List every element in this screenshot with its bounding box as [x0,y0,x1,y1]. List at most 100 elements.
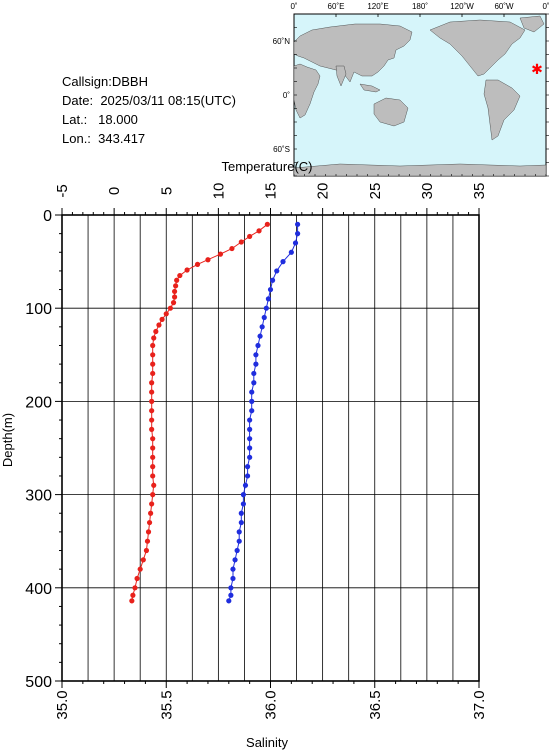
temperature-axis: -5 0 5 10 15 20 25 30 35 [54,183,488,215]
salinity-data-point [228,585,234,591]
salinity-data-point [236,529,242,535]
temperature-data-point [171,288,178,295]
map-top-tick-label: 180˚ [412,2,428,11]
temperature-tick-label: 10 [210,183,227,200]
temperature-data-point [145,529,152,535]
salinity-data-point [238,510,244,516]
salinity-data-point [253,352,259,358]
temperature-data-point [149,408,155,414]
land-indonesia [359,83,381,93]
callsign-line: Callsign:DBBH [62,72,236,91]
temperature-data-point [150,370,156,377]
salinity-data-point [265,296,272,302]
depth-axis-label: Depth(m) [0,413,15,467]
salinity-data-point [238,519,244,526]
series-layer [129,221,301,604]
temperature-data-point [150,492,156,498]
chart-grid [61,214,480,682]
depth-axis: 0 100 200 300 400 500 [25,208,62,691]
temperature-data-point [150,445,156,451]
salinity-data-point [257,333,263,339]
temperature-data-point [194,261,201,267]
temperature-data-point [205,257,211,263]
salinity-data-point [247,436,253,442]
temperature-data-point [149,398,155,404]
temperature-data-point [149,426,155,432]
temperature-data-point [217,251,224,257]
salinity-data-point [269,277,276,283]
temperature-data-point [163,311,169,317]
land-eurasia [293,23,413,83]
salinity-tick-label: 37.0 [471,690,488,719]
lat-label: Lat.: [62,112,88,127]
land-north-america [429,19,526,77]
temperature-data-point [137,566,143,572]
temperature-data-point [144,538,151,544]
temperature-data-point [150,436,156,442]
depth-tick-label: 200 [25,394,52,411]
salinity-data-point [263,305,269,311]
temperature-data-point [170,300,177,306]
lon-value: 343.417 [98,131,146,146]
map-top-tick-label: 0˚ [542,2,549,11]
temperature-tick-label: 30 [419,183,436,200]
temperature-data-point [173,283,179,289]
salinity-axis-label: Salinity [246,735,288,750]
depth-tick-label: 300 [25,488,52,505]
temperature-data-point [150,464,156,470]
map-left-ticks: 60˚N 0˚ 60˚S [273,13,297,177]
map-right-ticks [546,13,549,177]
temperature-data-point [156,322,162,328]
salinity-data-point [234,547,240,554]
land-india [335,65,347,87]
temperature-tick-label: -5 [54,184,71,197]
temperature-data-point [151,335,157,341]
land-south-america [483,79,521,141]
salinity-data-point [232,557,238,563]
salinity-data-point [267,286,274,293]
lat-line: Lat.: 18.000 [62,110,236,129]
salinity-data-point [261,314,267,321]
temperature-data-point [129,598,135,604]
salinity-data-point [244,473,251,479]
temperature-data-point [153,328,159,335]
map-left-tick-label: 60˚S [273,145,290,154]
lon-line: Lon.: 343.417 [62,129,236,148]
date-label: Date: [62,93,94,108]
temperature-data-point [256,228,262,234]
salinity-tick-label: 35.5 [158,690,175,719]
temperature-data-point [146,519,153,526]
temperature-data-point [150,352,156,358]
salinity-profile-line [228,224,299,601]
temperature-data-point [150,361,156,367]
salinity-data-point [247,426,253,432]
temperature-data-point [174,277,180,283]
land-greenland [519,15,545,33]
salinity-data-point [274,268,280,274]
map-top-tick-label: 60˚E [328,2,345,11]
temperature-data-point [130,592,136,598]
salinity-data-point [292,240,299,246]
salinity-data-point [228,592,234,598]
salinity-data-point [242,482,249,488]
salinity-data-point [288,249,294,255]
station-info: Callsign:DBBH Date: 2025/03/11 08:15(UTC… [62,72,236,148]
salinity-data-point [247,417,253,423]
temperature-data-point [229,245,235,252]
salinity-data-point [230,575,236,582]
temperature-data-point [150,473,156,479]
salinity-data-point [259,324,265,330]
salinity-data-point [295,231,301,237]
salinity-data-point [249,389,255,395]
temperature-tick-label: 25 [367,183,384,200]
depth-tick-label: 500 [25,674,52,691]
temperature-data-point [159,316,165,322]
salinity-tick-label: 36.0 [263,690,280,719]
temperature-data-point [151,482,157,488]
salinity-data-point [240,501,246,507]
land-australia [373,97,409,127]
depth-tick-label: 100 [25,301,52,318]
salinity-tick-label: 36.5 [367,690,384,719]
date-value: 2025/03/11 08:15(UTC) [100,93,236,108]
salinity-data-point [226,598,232,604]
